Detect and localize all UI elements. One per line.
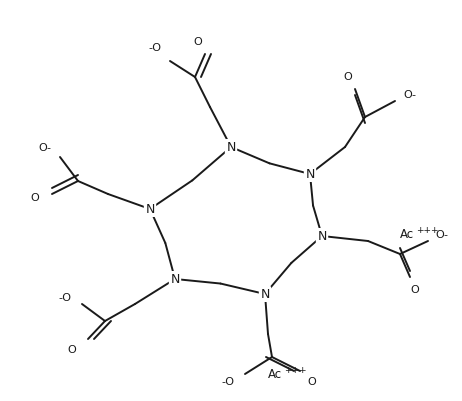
Text: O-: O-	[38, 143, 51, 153]
Text: N: N	[317, 230, 327, 243]
Text: N: N	[226, 141, 236, 154]
Text: N: N	[305, 168, 315, 181]
Text: -O: -O	[148, 43, 162, 53]
Text: +++: +++	[284, 366, 306, 375]
Text: N: N	[170, 273, 180, 286]
Text: N: N	[146, 203, 155, 216]
Text: O: O	[411, 284, 419, 294]
Text: O-: O-	[403, 90, 417, 100]
Text: O: O	[344, 72, 353, 82]
Text: -O: -O	[59, 292, 72, 302]
Text: -O: -O	[221, 376, 235, 386]
Text: Ac: Ac	[400, 228, 414, 241]
Text: Ac: Ac	[268, 368, 282, 381]
Text: O: O	[308, 376, 316, 386]
Text: O: O	[67, 344, 76, 354]
Text: O-: O-	[436, 229, 449, 239]
Text: O: O	[194, 37, 202, 47]
Text: O: O	[30, 192, 39, 203]
Text: +++: +++	[416, 226, 438, 235]
Text: N: N	[260, 288, 270, 301]
